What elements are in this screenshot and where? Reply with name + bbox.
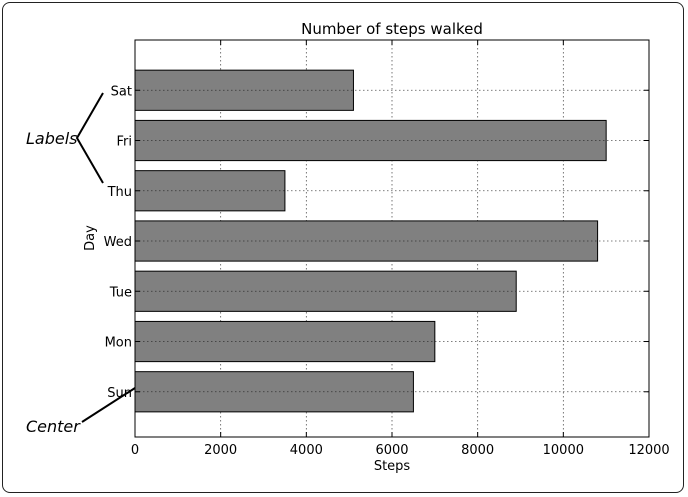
annotations: Labels Center [26, 92, 136, 436]
x-tick-label: 10000 [543, 443, 584, 458]
x-axis-label: Steps [374, 459, 411, 474]
center-annotation: Center [26, 417, 81, 436]
x-tick-label: 12000 [628, 443, 669, 458]
labels-bracket [75, 92, 104, 184]
y-tick-label-sat: Sat [111, 84, 132, 99]
chart-title: Number of steps walked [301, 20, 483, 38]
bars [134, 69, 607, 413]
x-tick-label: 8000 [461, 443, 494, 458]
y-axis-label: Day [83, 225, 98, 251]
y-tick-label-mon: Mon [105, 336, 132, 351]
y-tick-label-thu: Thu [107, 185, 132, 200]
x-tick-label: 4000 [290, 443, 323, 458]
x-tick-label: 0 [131, 443, 139, 458]
y-axis-ticks: Sun Mon Tue Wed Thu Fri Sat [104, 84, 649, 401]
y-tick-label-tue: Tue [109, 285, 132, 300]
bar-thu [134, 170, 286, 212]
y-tick-label-fri: Fri [117, 135, 133, 150]
bar-tue [134, 270, 517, 312]
x-tick-label: 6000 [375, 443, 408, 458]
y-tick-label-wed: Wed [104, 235, 132, 250]
bar-mon [134, 320, 436, 363]
center-pointer [81, 387, 136, 423]
x-tick-label: 2000 [204, 443, 237, 458]
labels-annotation: Labels [26, 129, 78, 148]
y-tick-label-sun: Sun [107, 386, 132, 401]
x-axis-ticks: 0 2000 4000 6000 8000 10000 12000 [131, 40, 670, 458]
